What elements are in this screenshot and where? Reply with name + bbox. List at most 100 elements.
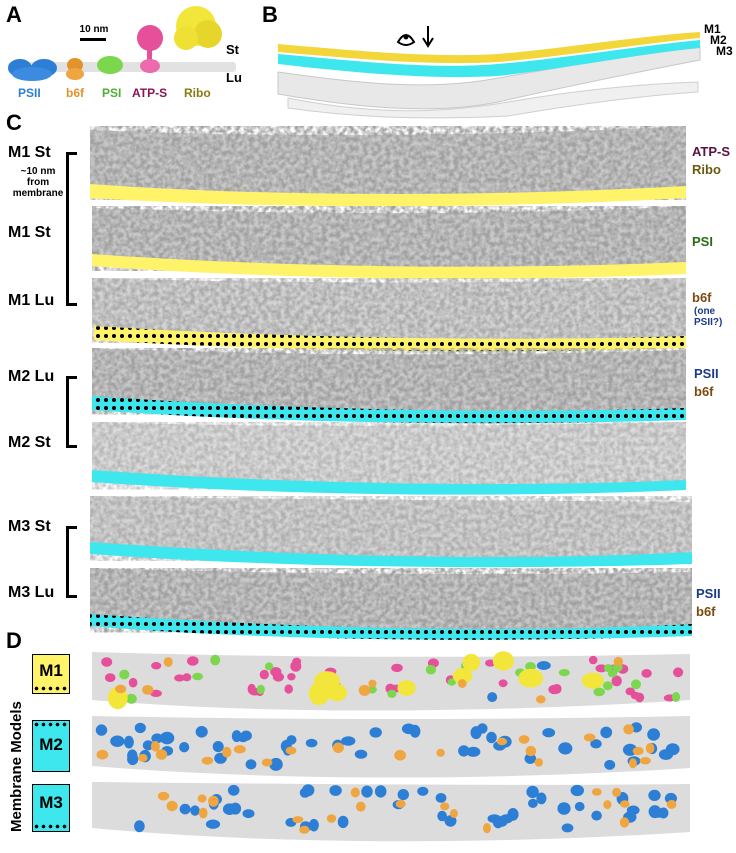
- protein-particle: [536, 792, 547, 805]
- protein-particle: [208, 795, 219, 807]
- protein-particle: [619, 817, 630, 828]
- protein-particle: [466, 746, 481, 757]
- protein-particle: [558, 742, 573, 755]
- dotted-edge: [33, 823, 69, 831]
- protein-particle: [198, 807, 208, 819]
- row-label-m3-st: M3 St: [8, 518, 51, 535]
- protein-particle: [187, 656, 199, 666]
- row4-protein-b6f: b6f: [694, 384, 714, 399]
- protein-particle: [134, 820, 145, 833]
- protein-particle: [179, 742, 190, 753]
- protein-particle: [292, 816, 304, 824]
- protein-particle: [285, 746, 297, 755]
- protein-particle: [237, 732, 249, 743]
- protein-particle: [190, 805, 200, 816]
- protein-particle: [440, 802, 450, 811]
- protein-particle: [417, 786, 429, 796]
- row-label-m1-st-top: M1 St: [8, 144, 51, 161]
- panel-d-letter: D: [6, 628, 22, 653]
- protein-particle: [222, 746, 232, 758]
- protein-particle: [647, 728, 660, 741]
- row-label-m1-st: M1 St: [8, 224, 51, 241]
- membrane-label-m3: M3: [716, 44, 733, 58]
- protein-particle: [507, 808, 519, 821]
- protein-particle: [256, 684, 265, 695]
- lumen-label: Lu: [226, 70, 242, 85]
- protein-particle: [287, 673, 296, 681]
- row1-protein-atp-s: ATP-S: [692, 144, 731, 159]
- protein-particle: [192, 672, 203, 681]
- protein-particle: [329, 785, 342, 796]
- protein-label-ribo: Ribo: [184, 86, 211, 100]
- protein-particle: [245, 759, 257, 770]
- row-label-m1-lu: M1 Lu: [8, 292, 55, 309]
- protein-particle: [526, 785, 539, 799]
- scale-bar-label: 10 nm: [79, 24, 109, 35]
- protein-particle: [457, 679, 467, 688]
- protein-particle: [452, 668, 473, 684]
- protein-particle: [264, 662, 274, 671]
- protein-particle: [299, 825, 310, 834]
- protein-particle: [387, 689, 397, 698]
- protein-particle: [542, 728, 556, 738]
- model-label-m3: M3: [39, 793, 63, 812]
- protein-particle: [673, 667, 684, 678]
- model-label-m2: M2: [39, 735, 63, 754]
- protein-particle: [142, 685, 154, 695]
- dotted-edge: [33, 721, 69, 729]
- protein-particle: [671, 692, 681, 702]
- protein-particle: [157, 791, 170, 801]
- protein-particle: [425, 664, 436, 675]
- protein-particle: [134, 722, 146, 734]
- protein-particle: [395, 799, 406, 808]
- protein-particle: [305, 738, 318, 748]
- protein-particle: [182, 673, 192, 682]
- membrane-models-axis-label: Membrane Models: [8, 701, 25, 832]
- protein-particle: [524, 753, 537, 764]
- protein-particle: [269, 757, 283, 771]
- row1-protein-ribo: Ribo: [692, 162, 721, 177]
- row7-protein-b6f: b6f: [696, 604, 716, 619]
- protein-particle: [574, 801, 585, 812]
- protein-particle: [212, 741, 224, 753]
- protein-particle: [284, 684, 293, 694]
- protein-particle: [528, 798, 538, 808]
- protein-particle: [612, 787, 622, 797]
- protein-particle: [326, 814, 337, 823]
- protein-particle: [470, 726, 482, 740]
- row7-protein-psii: PSII: [696, 586, 721, 601]
- tomogram-slices: [90, 126, 692, 640]
- protein-particle: [458, 745, 470, 757]
- protein-particle: [487, 692, 498, 703]
- protein-particle: [603, 681, 613, 691]
- panel-a-letter: A: [6, 2, 22, 27]
- protein-particle: [138, 753, 148, 762]
- protein-particle: [174, 674, 185, 682]
- protein-particle: [247, 683, 256, 695]
- membrane-label-m1: M1: [704, 22, 721, 36]
- protein-particle: [600, 726, 613, 739]
- ribosome-icon: [174, 6, 222, 50]
- protein-particle: [227, 784, 240, 796]
- protein-particle: [123, 735, 134, 749]
- protein-particle: [607, 669, 618, 678]
- protein-particle: [496, 737, 508, 746]
- protein-particle: [127, 749, 138, 763]
- protein-particle: [358, 684, 371, 696]
- protein-particle: [641, 669, 652, 678]
- protein-particle: [557, 802, 571, 815]
- protein-particle: [337, 815, 349, 829]
- protein-particle: [233, 745, 246, 754]
- protein-particle: [119, 669, 130, 680]
- protein-particle: [327, 684, 347, 702]
- protein-label-b6f: b6f: [66, 86, 84, 100]
- protein-particle: [128, 677, 138, 688]
- protein-particle: [447, 678, 456, 686]
- protein-particle: [620, 800, 630, 808]
- protein-particle: [222, 803, 237, 815]
- protein-particle: [486, 731, 497, 744]
- panel-b-letter: B: [262, 2, 278, 27]
- protein-particle: [261, 758, 273, 767]
- protein-particle: [155, 749, 168, 760]
- protein-particle: [104, 673, 116, 682]
